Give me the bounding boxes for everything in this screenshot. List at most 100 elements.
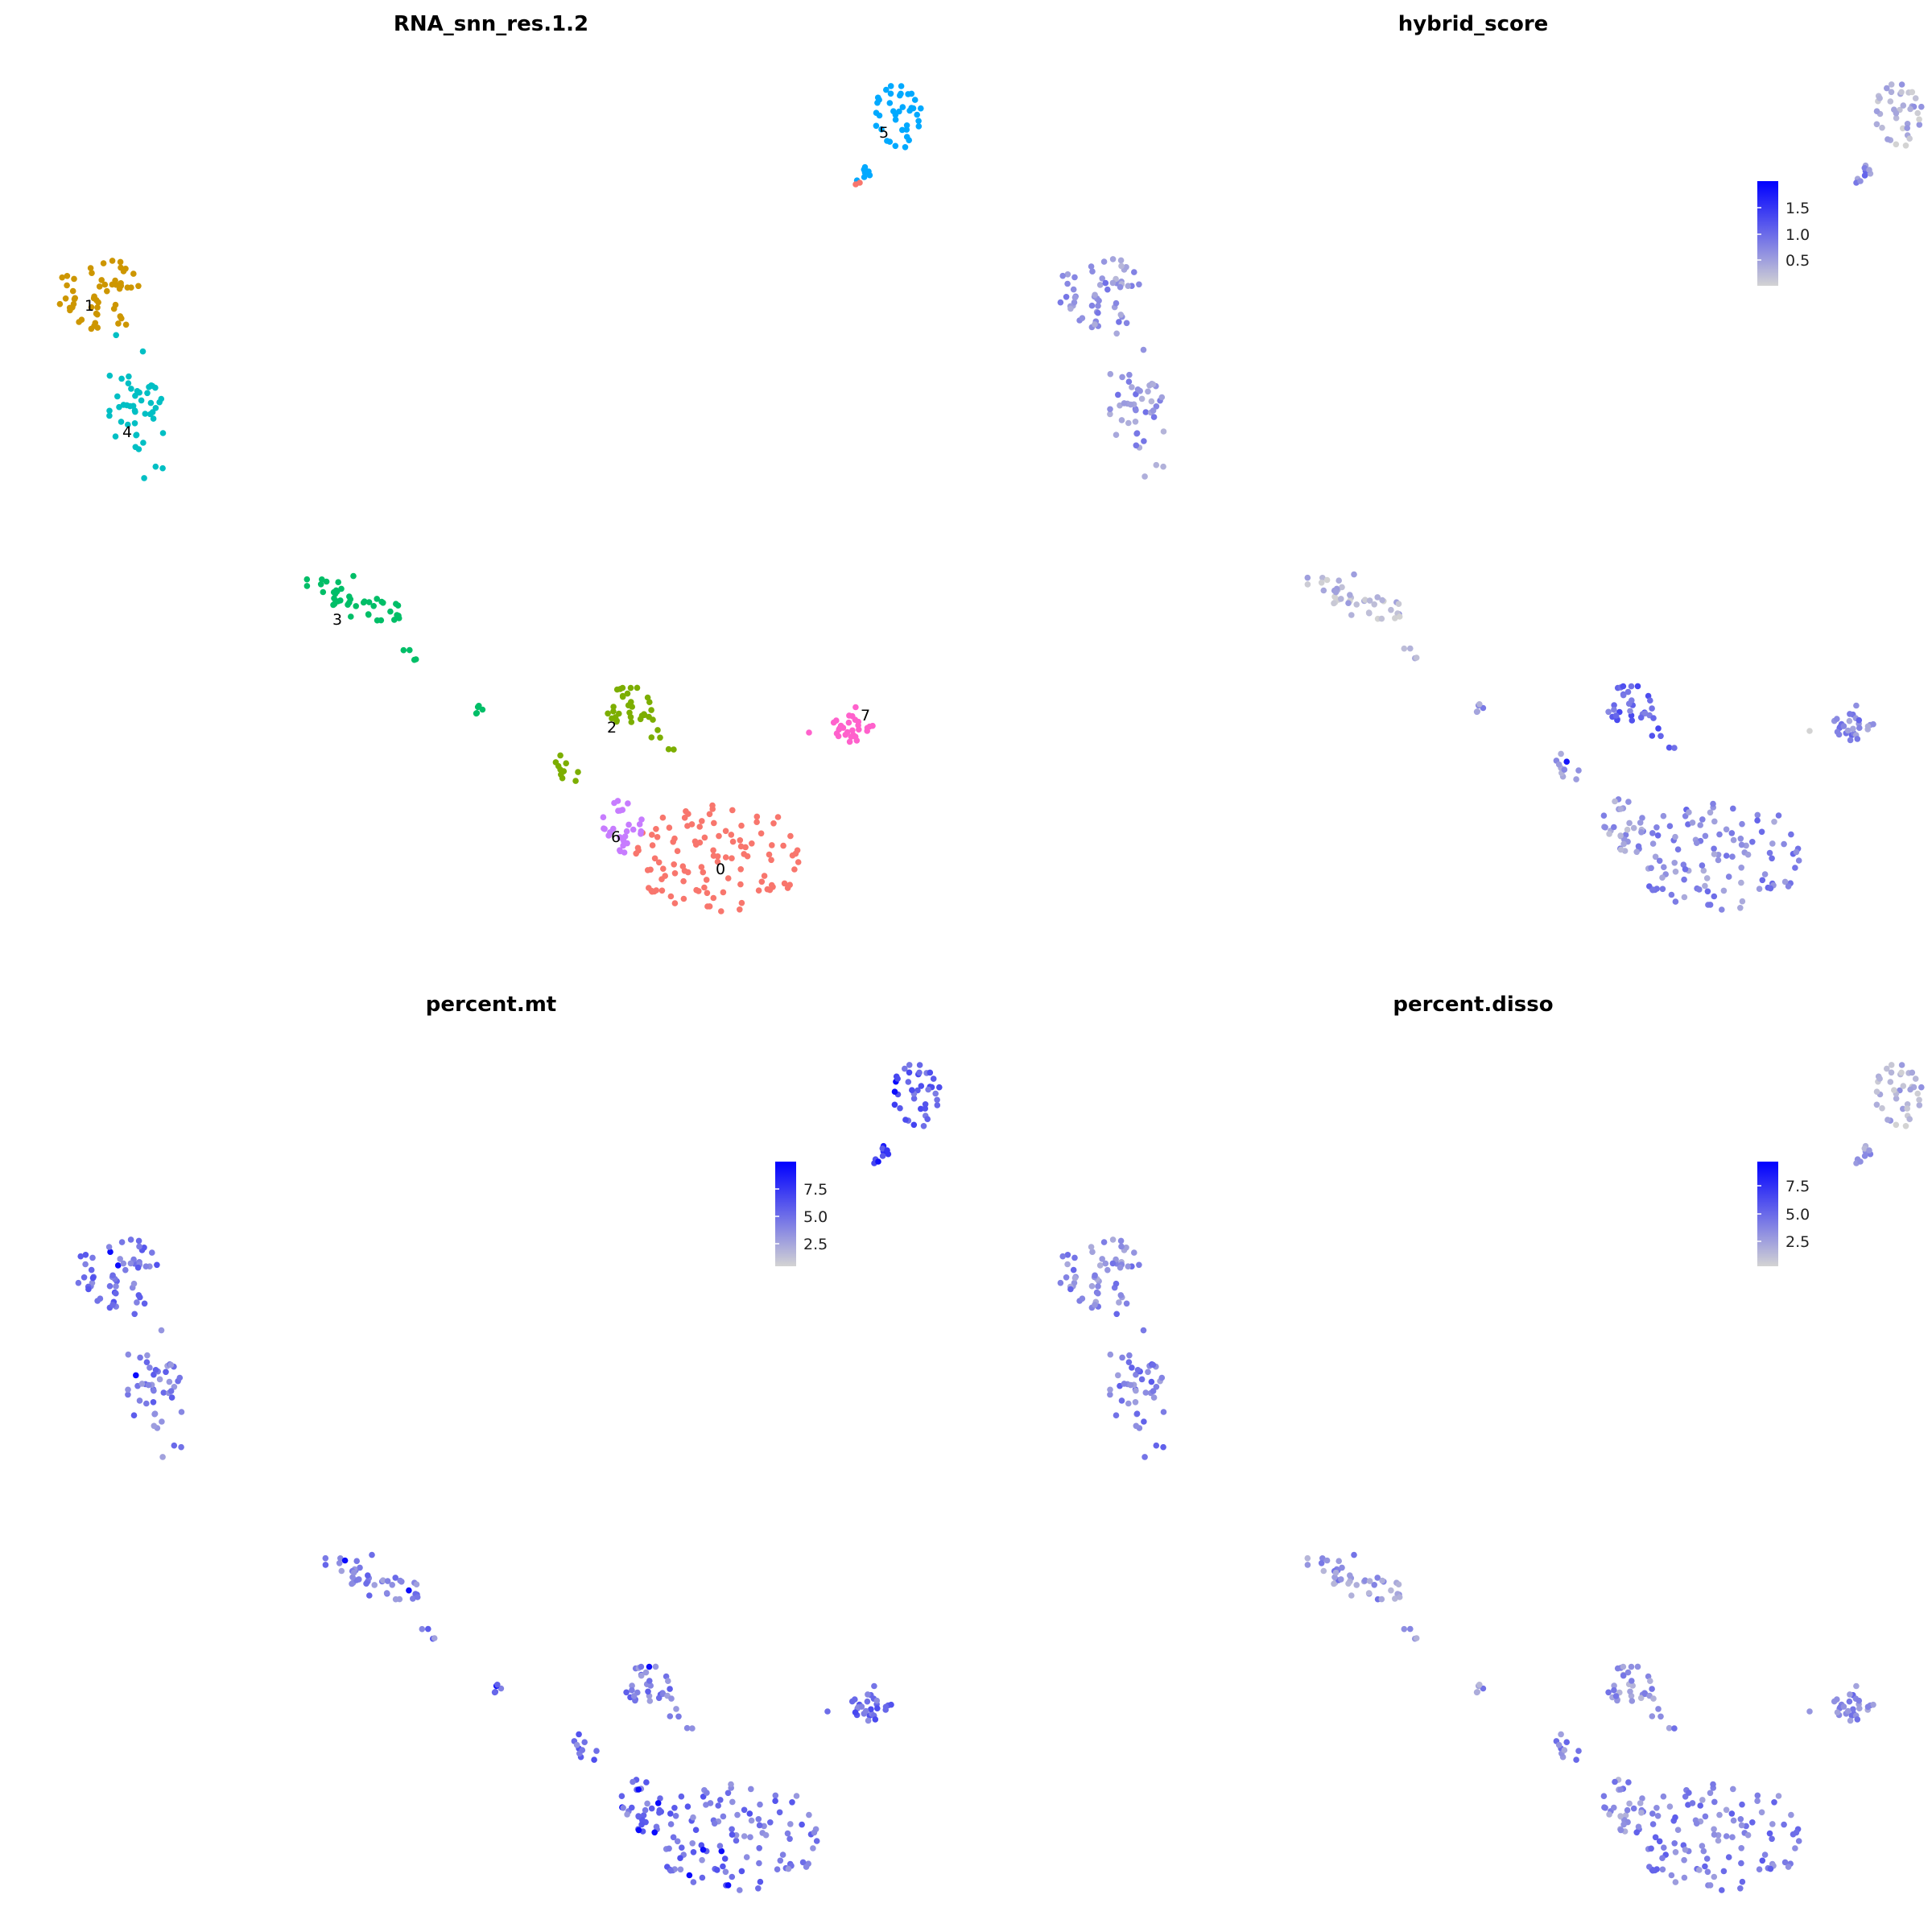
cell-point xyxy=(1738,879,1744,886)
cell-point xyxy=(1071,1279,1078,1286)
cell-point xyxy=(1107,1351,1114,1358)
cell-point xyxy=(1371,601,1377,608)
cell-point xyxy=(625,821,632,828)
cell-point xyxy=(1834,716,1840,722)
cell-point xyxy=(768,857,774,864)
cell-point xyxy=(1100,1239,1108,1245)
cell-point xyxy=(1876,95,1883,101)
cell-point xyxy=(557,752,564,759)
cell-point xyxy=(150,1399,157,1406)
cell-point xyxy=(380,1577,386,1583)
cell-point xyxy=(1064,1261,1071,1268)
cell-point xyxy=(149,409,156,415)
cell-point xyxy=(1771,1799,1777,1806)
cell-point xyxy=(865,1691,871,1698)
cell-point xyxy=(1754,1798,1761,1804)
cell-point xyxy=(906,107,913,114)
cell-point xyxy=(914,111,920,118)
cell-point xyxy=(1666,1803,1674,1810)
colorbar-gradient-hybrid-score xyxy=(1757,181,1778,286)
cell-point xyxy=(684,1803,691,1810)
cell-point xyxy=(1626,1800,1633,1807)
cell-point xyxy=(657,734,663,741)
cell-point xyxy=(104,287,110,295)
cell-point xyxy=(1127,401,1134,408)
cell-point xyxy=(915,123,923,130)
cell-point xyxy=(1649,840,1657,847)
points-hybrid-score xyxy=(1057,81,1925,913)
cell-point xyxy=(886,100,894,106)
cell-point xyxy=(884,138,890,144)
cell-point xyxy=(1870,1701,1876,1708)
cell-point xyxy=(642,1669,650,1676)
cell-point xyxy=(738,899,745,906)
cell-point xyxy=(1918,1084,1925,1091)
cell-point xyxy=(1635,843,1642,850)
cell-point xyxy=(1696,886,1703,893)
cell-point xyxy=(139,348,147,355)
cell-point xyxy=(136,1243,142,1250)
colorbar-tick-label: 2.5 xyxy=(803,1236,828,1253)
panel-cluster: RNA_snn_res.1.2 0 1 2 3 4 5 6 7 xyxy=(56,12,924,914)
cell-point xyxy=(1353,601,1360,608)
cell-point xyxy=(78,316,85,324)
cell-point xyxy=(1339,1564,1345,1571)
cell-point xyxy=(1659,874,1666,881)
cell-point xyxy=(1655,725,1662,732)
cell-point xyxy=(1133,1387,1139,1394)
cell-point xyxy=(122,1266,129,1274)
cell-point xyxy=(1681,1874,1688,1881)
cell-point xyxy=(1652,1834,1659,1841)
cell-point xyxy=(1672,869,1679,875)
cell-point xyxy=(1649,1686,1655,1692)
cell-point xyxy=(1611,702,1617,708)
cell-point xyxy=(337,597,344,604)
cell-point xyxy=(729,1826,735,1833)
cell-point xyxy=(784,1830,791,1837)
cell-point xyxy=(627,684,634,691)
cell-point xyxy=(1781,840,1787,848)
cell-point xyxy=(1142,1389,1150,1396)
cell-point xyxy=(1347,1572,1353,1579)
cell-point xyxy=(619,693,626,700)
cell-point xyxy=(675,1713,682,1720)
cell-point xyxy=(132,392,138,399)
cell-point xyxy=(1672,898,1679,905)
cell-point xyxy=(924,1116,931,1122)
cell-point xyxy=(696,888,702,894)
cell-point xyxy=(1660,1793,1667,1800)
cell-point xyxy=(864,724,871,732)
cell-point xyxy=(672,1813,679,1819)
cell-point xyxy=(397,1577,403,1584)
cell-point xyxy=(714,1867,720,1873)
cell-point xyxy=(166,1378,173,1385)
cell-point xyxy=(1099,1256,1105,1262)
cell-point xyxy=(1689,1800,1696,1806)
cell-point xyxy=(1647,697,1653,704)
cell-point xyxy=(147,1364,153,1371)
cell-point xyxy=(629,1804,635,1811)
cell-point xyxy=(1148,1378,1155,1385)
cell-point xyxy=(1392,1596,1398,1602)
cell-point xyxy=(1661,864,1667,870)
cell-point xyxy=(98,277,105,283)
cell-point xyxy=(1057,299,1064,306)
cell-point xyxy=(772,1798,778,1804)
cell-point xyxy=(846,738,853,745)
cell-point xyxy=(1716,1811,1723,1818)
cell-point xyxy=(617,807,623,814)
colorbar-tick-label: 5.0 xyxy=(803,1208,828,1226)
cell-point xyxy=(844,729,851,736)
cell-point xyxy=(1617,1813,1624,1819)
cell-point xyxy=(77,1253,84,1260)
cell-point xyxy=(1902,142,1909,149)
cell-point xyxy=(1788,1811,1794,1818)
cell-point xyxy=(1117,1264,1124,1271)
cell-point xyxy=(1118,262,1125,270)
cell-point xyxy=(777,1857,784,1864)
cell-point xyxy=(1766,849,1773,857)
cell-point xyxy=(118,1239,126,1245)
cell-point xyxy=(868,1706,874,1713)
cell-point xyxy=(1891,106,1897,113)
cell-point xyxy=(1657,733,1664,740)
